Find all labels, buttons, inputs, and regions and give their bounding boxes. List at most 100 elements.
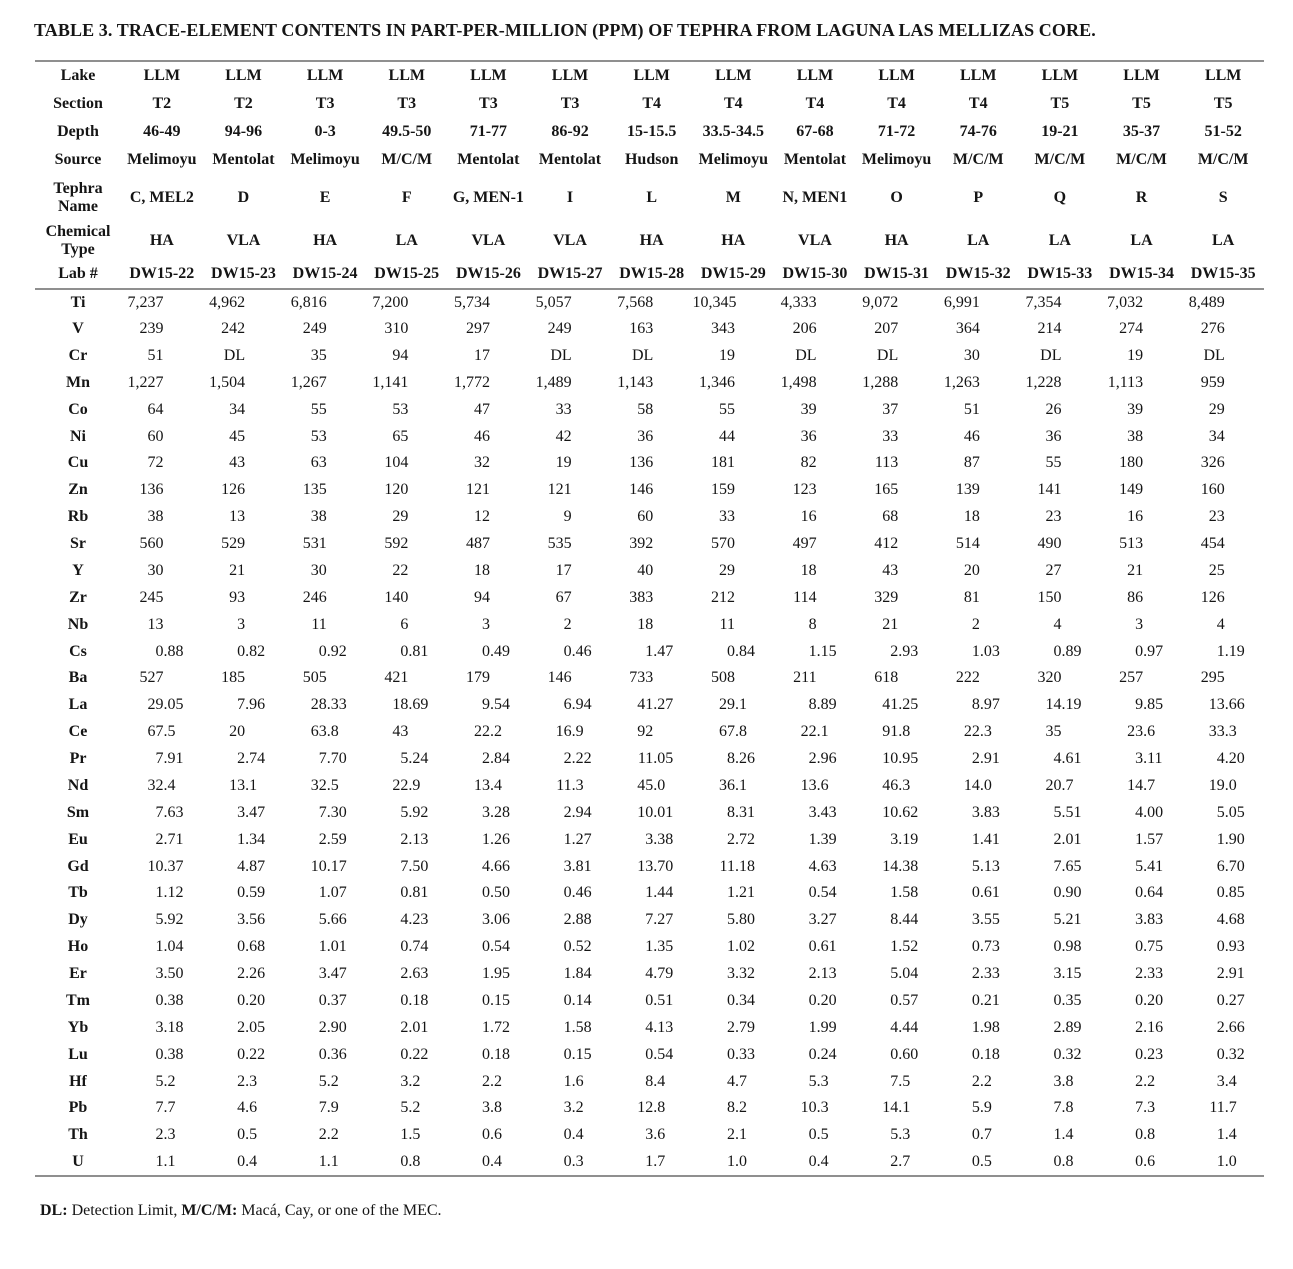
- value-integer-part: 0: [563, 1045, 572, 1063]
- value-integer-part: 2: [237, 965, 246, 983]
- value: 1.57: [1101, 831, 1183, 849]
- value: 3.56: [203, 911, 285, 929]
- value: 0.20: [203, 992, 285, 1010]
- value-integer-part: 3: [1135, 911, 1144, 929]
- value: 8,489: [1182, 294, 1264, 312]
- value-fraction-part: [572, 454, 611, 472]
- header-cell: T2: [234, 94, 253, 112]
- value-integer-part: 3: [237, 911, 246, 929]
- value-cell: 1.98: [937, 1015, 1019, 1042]
- value-fraction-part: .66: [490, 857, 511, 875]
- value-cell: 1,346: [692, 370, 774, 397]
- value-fraction-part: .71: [163, 830, 184, 848]
- value-integer-part: 513: [1119, 535, 1144, 553]
- value-cell: 81: [937, 585, 1019, 612]
- header-cell: T4: [968, 94, 988, 112]
- element-label: Er: [69, 965, 87, 983]
- value-fraction-part: .95: [898, 750, 919, 768]
- header-cell: T2: [152, 94, 172, 112]
- value-fraction-part: .27: [816, 911, 837, 929]
- value-integer-part: 0: [890, 991, 899, 1009]
- value-fraction-part: .82: [245, 642, 266, 660]
- value: 1.21: [692, 884, 774, 902]
- value-integer-part: 297: [466, 320, 491, 338]
- value: 114: [774, 589, 856, 607]
- value-fraction-part: [980, 669, 1019, 687]
- element-label: Pr: [69, 750, 87, 768]
- value-fraction-part: .27: [653, 911, 674, 929]
- element-label: Sr: [70, 535, 86, 553]
- value-fraction-part: .3: [1143, 1099, 1156, 1117]
- value-integer-part: 0: [890, 1045, 899, 1063]
- value: 32: [448, 454, 530, 472]
- value-fraction-part: .5: [326, 776, 339, 794]
- value-fraction-part: .7: [898, 1152, 911, 1170]
- value-cell: 0.20: [774, 988, 856, 1015]
- value: 23: [1019, 508, 1101, 526]
- value-fraction-part: [327, 562, 366, 580]
- value: 0.3: [529, 1153, 611, 1171]
- header-cell: F: [401, 188, 412, 206]
- value-cell: 0.8: [1101, 1122, 1183, 1149]
- value-integer-part: 592: [384, 535, 409, 553]
- value-integer-part: 126: [221, 481, 246, 499]
- value: 7.91: [121, 750, 203, 768]
- value-cell: 18: [611, 612, 693, 639]
- value-fraction-part: .2: [326, 1072, 339, 1090]
- value-integer-part: 10: [310, 857, 327, 875]
- value-fraction-part: [735, 589, 774, 607]
- value: 45.0: [611, 777, 693, 795]
- value-integer-part: 0: [971, 938, 980, 956]
- value-cell: 8.44: [856, 907, 938, 934]
- value-integer-part: 527: [139, 669, 164, 687]
- value-integer-part: 2: [482, 1072, 491, 1090]
- value-fraction-part: [1143, 481, 1182, 499]
- value-integer-part: 81: [963, 588, 980, 606]
- value-cell: 13.70: [611, 853, 693, 880]
- value: 1.04: [121, 938, 203, 956]
- value-integer-part: 55: [718, 400, 735, 418]
- value-cell: 149: [1101, 477, 1183, 504]
- value-cell: 212: [692, 585, 774, 612]
- value-integer-part: 5: [155, 1072, 164, 1090]
- value-fraction-part: .57: [898, 991, 919, 1009]
- value-fraction-part: .7: [979, 1126, 992, 1144]
- value-cell: 0.54: [611, 1042, 693, 1069]
- value: 0.33: [692, 1046, 774, 1064]
- value: 0.18: [366, 992, 448, 1010]
- value: 0.49: [448, 643, 530, 661]
- value: 181: [692, 454, 774, 472]
- value-cell: 39: [1101, 397, 1183, 424]
- header-cell: Melimoyu: [698, 150, 768, 168]
- value-fraction-part: [1225, 562, 1264, 580]
- value: 5.41: [1101, 858, 1183, 876]
- value-integer-part: 19: [1127, 346, 1144, 364]
- value-integer-part: 0: [1053, 1152, 1062, 1170]
- value-integer-part: 11: [719, 615, 735, 633]
- value-cell: 135: [284, 477, 366, 504]
- value-fraction-part: .18: [163, 1018, 184, 1036]
- value-cell: 12: [448, 504, 530, 531]
- value-fraction-part: [817, 481, 856, 499]
- value-cell: 0.64: [1101, 880, 1183, 907]
- value: 2.84: [448, 750, 530, 768]
- value: 1.34: [203, 831, 285, 849]
- value-fraction-part: .2: [1143, 1072, 1156, 1090]
- value-cell: 7.91: [121, 746, 203, 773]
- value-fraction-part: [1062, 481, 1101, 499]
- value-cell: 733: [611, 665, 693, 692]
- value-fraction-part: .47: [326, 965, 347, 983]
- header-cell: HA: [639, 231, 664, 249]
- value-integer-part: 94: [474, 588, 491, 606]
- value-integer-part: 7: [237, 696, 246, 714]
- value-integer-part: 53: [392, 400, 409, 418]
- value-integer-part: 3: [1135, 750, 1144, 768]
- value-fraction-part: .88: [163, 642, 184, 660]
- element-label: Pb: [68, 1099, 88, 1117]
- value-cell: 4.13: [611, 1015, 693, 1042]
- value-integer-part: 274: [1119, 320, 1144, 338]
- value-cell: 5.3: [856, 1122, 938, 1149]
- value-fraction-part: .2: [571, 1099, 584, 1117]
- value-integer-part: 22: [474, 723, 491, 741]
- value-cell: 0.33: [692, 1042, 774, 1069]
